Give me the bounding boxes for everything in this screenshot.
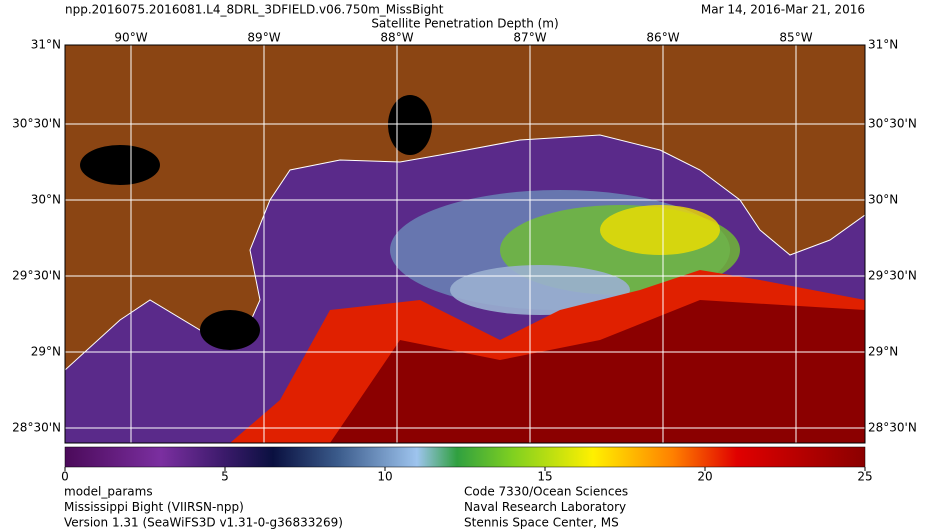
longitude-label: 88°W [380,31,413,45]
longitude-label: 87°W [513,31,546,45]
colorbar-tick-label: 0 [61,470,69,484]
colorbar-tick-label: 15 [537,470,552,484]
colorbar-tick-label: 5 [221,470,229,484]
latitude-label: 29°30'N [868,269,917,283]
longitude-label: 89°W [247,31,280,45]
footer-text: Stennis Space Center, MS [464,516,619,530]
latitude-label: 28°30'N [868,421,917,435]
map-frame [64,44,866,444]
footer-text: model_params [64,485,153,499]
latitude-label: 31°N [868,38,898,52]
latitude-label: 30°N [868,193,898,207]
footer-text: Version 1.31 (SeaWiFS3D v1.31-0-g3683326… [64,516,343,530]
lake [80,145,160,185]
map-labels: 90°W 89°W 88°W 87°W 86°W 85°W 31°N 31°N 30°30'N 3… [12,31,917,435]
bay [388,95,432,155]
title: npp.2016075.2016081.L4_8DRL_3DFIELD.v06.… [65,3,444,17]
longitude-label: 85°W [779,31,812,45]
footer-text: Naval Research Laboratory [464,500,626,514]
latitude-label: 28°30'N [12,421,61,435]
latitude-label: 29°N [868,345,898,359]
colorbar-tick-label: 25 [857,470,872,484]
colorbar-ticks: 0 5 10 15 20 25 [61,467,873,484]
latitude-label: 30°30'N [12,117,61,131]
marsh [200,310,260,350]
graticule [65,45,865,443]
longitude-label: 86°W [646,31,679,45]
water-darkred [330,300,865,443]
footer-text: Code 7330/Ocean Sciences [464,485,628,499]
colorbar-tick-label: 20 [697,470,712,484]
water-yellow [600,205,720,255]
footer-text: Mississippi Bight (VIIRSN-npp) [64,500,244,514]
latitude-label: 30°N [31,193,61,207]
water-lightblue [450,265,630,315]
latitude-label: 31°N [31,38,61,52]
colorbar [64,446,866,468]
date-range: Mar 14, 2016-Mar 21, 2016 [701,3,865,17]
colorbar-tick-label: 10 [377,470,392,484]
map [65,45,865,443]
subtitle: Satellite Penetration Depth (m) [371,17,558,31]
latitude-label: 30°30'N [868,117,917,131]
longitude-label: 90°W [114,31,147,45]
latitude-label: 29°30'N [12,269,61,283]
latitude-label: 29°N [31,345,61,359]
